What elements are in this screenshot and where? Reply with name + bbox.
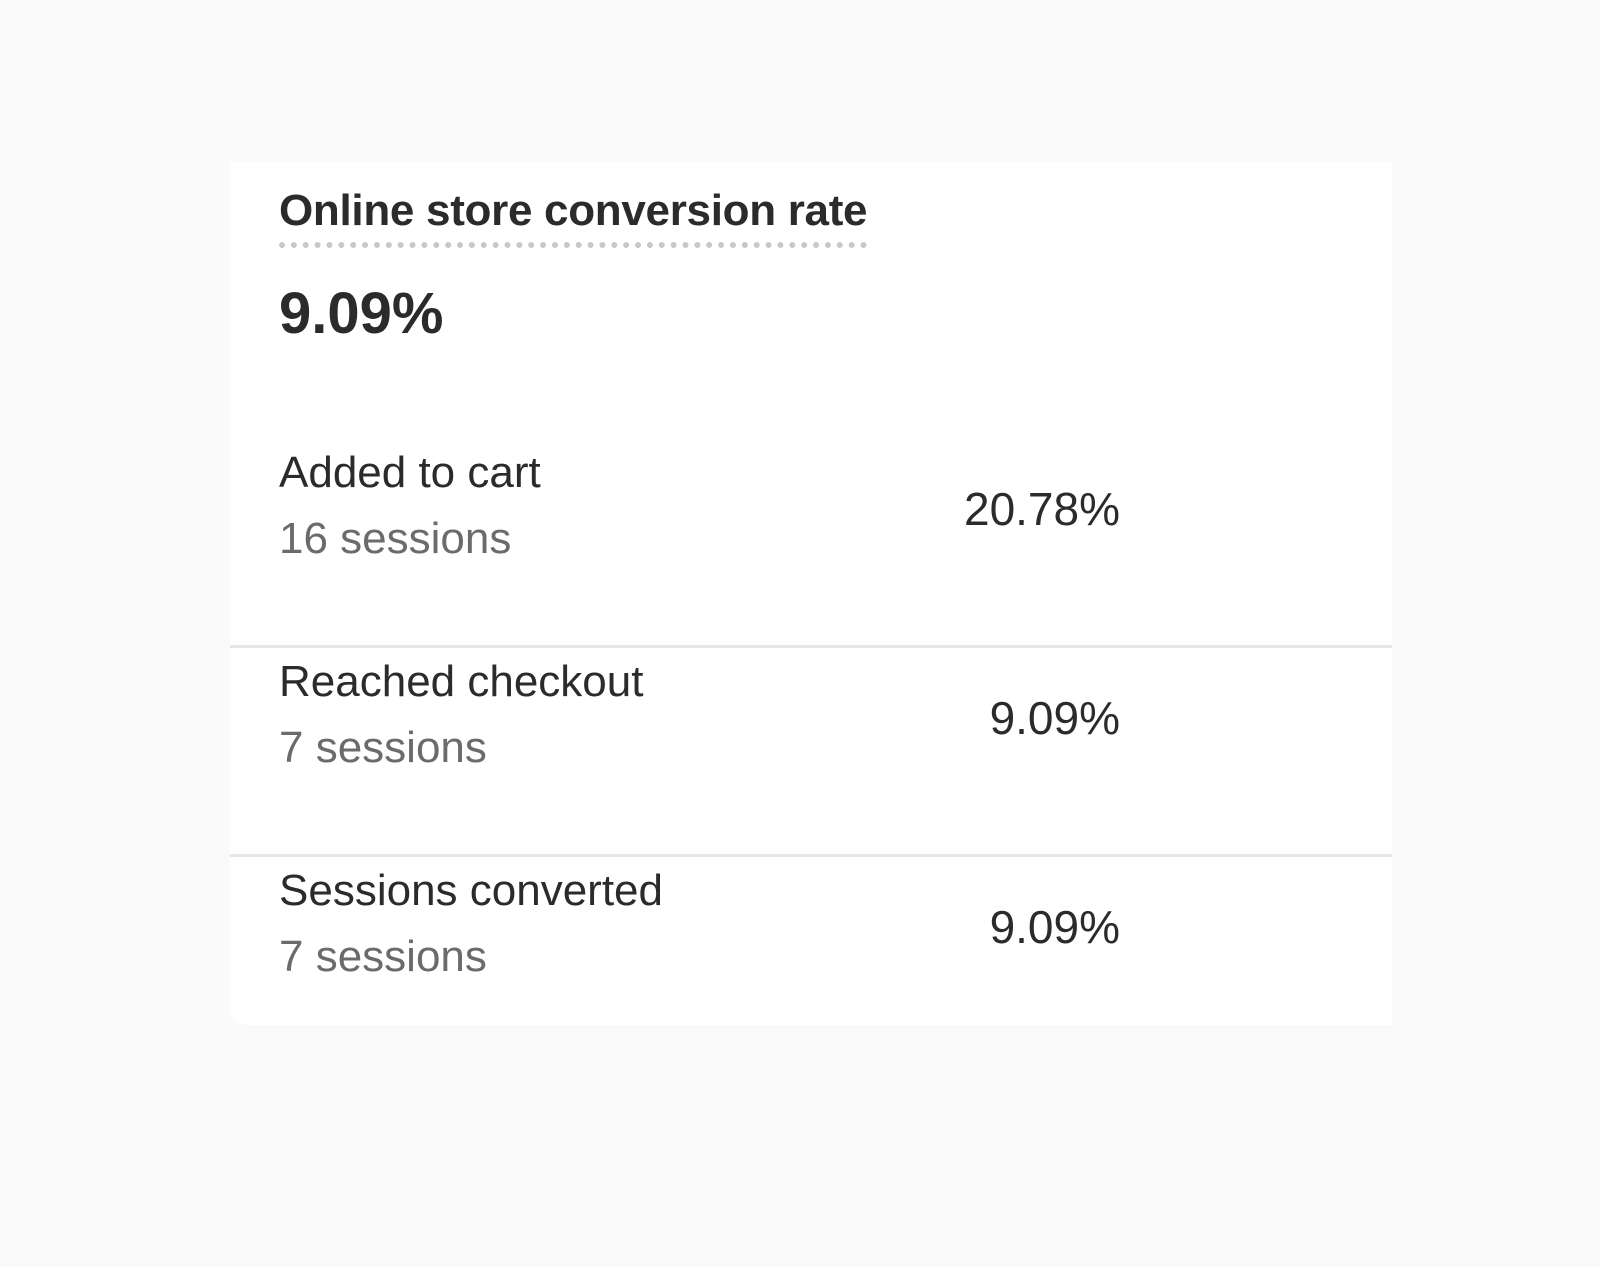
row-sessions: 7 sessions xyxy=(279,932,487,981)
row-percent: 20.78% xyxy=(963,483,1120,535)
row-percent: 9.09% xyxy=(989,692,1120,744)
row-percent: 9.09% xyxy=(989,901,1120,953)
funnel-row-reached-checkout: Reached checkout 7 sessions 9.09% xyxy=(230,647,1392,857)
conversion-rate-card: Online store conversion rate 9.09% Added… xyxy=(230,162,1392,1025)
row-sessions: 7 sessions xyxy=(279,723,487,772)
row-sessions: 16 sessions xyxy=(279,514,512,563)
conversion-rate-value: 9.09% xyxy=(279,281,444,346)
card-title[interactable]: Online store conversion rate xyxy=(279,186,868,248)
funnel-row-sessions-converted: Sessions converted 7 sessions 9.09% xyxy=(230,856,1392,1063)
funnel-row-added-to-cart: Added to cart 16 sessions 20.78% xyxy=(230,438,1392,648)
row-label: Added to cart xyxy=(279,448,541,497)
row-label: Reached checkout xyxy=(279,657,644,706)
row-label: Sessions converted xyxy=(279,866,663,915)
